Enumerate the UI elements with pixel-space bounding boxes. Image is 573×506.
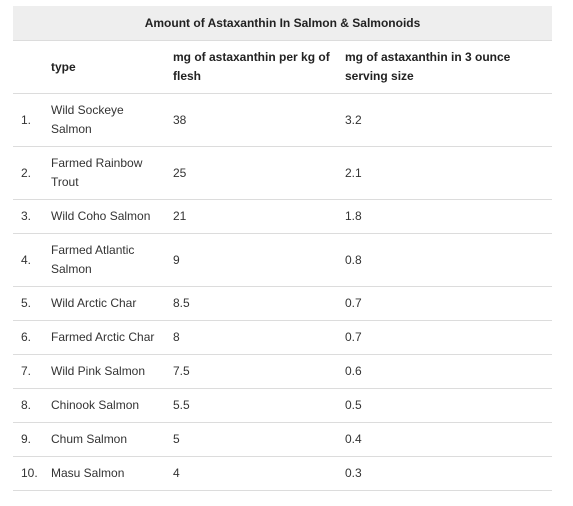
row-per-kg: 5 [173, 422, 345, 457]
row-per-kg: 8.5 [173, 286, 345, 321]
row-per-serving: 2.1 [345, 146, 553, 200]
row-type: Wild Arctic Char [51, 286, 173, 321]
table-row: 8. Chinook Salmon 5.5 0.5 [13, 388, 553, 423]
row-type: Farmed Rainbow Trout [51, 146, 173, 200]
row-per-serving: 0.5 [345, 388, 553, 423]
row-per-kg: 4 [173, 456, 345, 491]
row-per-serving: 3.2 [345, 93, 553, 147]
table-row: 9. Chum Salmon 5 0.4 [13, 422, 553, 457]
table-caption-row: Amount of Astaxanthin In Salmon & Salmon… [13, 6, 553, 41]
row-type: Wild Sockeye Salmon [51, 93, 173, 147]
row-per-kg: 38 [173, 93, 345, 147]
row-index: 5. [13, 286, 51, 321]
table-row: 4. Farmed Atlantic Salmon 9 0.8 [13, 233, 553, 287]
table-row: 6. Farmed Arctic Char 8 0.7 [13, 320, 553, 355]
row-index: 1. [13, 93, 51, 147]
header-type: type [51, 40, 173, 94]
row-per-kg: 9 [173, 233, 345, 287]
row-per-serving: 0.6 [345, 354, 553, 389]
row-per-kg: 25 [173, 146, 345, 200]
row-type: Farmed Arctic Char [51, 320, 173, 355]
row-per-serving: 0.3 [345, 456, 553, 491]
row-type: Masu Salmon [51, 456, 173, 491]
row-index: 2. [13, 146, 51, 200]
header-index [13, 40, 51, 94]
row-index: 9. [13, 422, 51, 457]
table-row: 2. Farmed Rainbow Trout 25 2.1 [13, 146, 553, 200]
row-per-serving: 1.8 [345, 199, 553, 234]
astaxanthin-table-container: Amount of Astaxanthin In Salmon & Salmon… [13, 6, 553, 491]
table-row: 1. Wild Sockeye Salmon 38 3.2 [13, 93, 553, 147]
table-row: 5. Wild Arctic Char 8.5 0.7 [13, 286, 553, 321]
row-per-serving: 0.7 [345, 286, 553, 321]
row-index: 4. [13, 233, 51, 287]
row-type: Farmed Atlantic Salmon [51, 233, 173, 287]
row-per-serving: 0.4 [345, 422, 553, 457]
row-index: 8. [13, 388, 51, 423]
row-type: Chum Salmon [51, 422, 173, 457]
table-header-row: type mg of astaxanthin per kg of flesh m… [13, 40, 553, 94]
row-index: 10. [13, 456, 51, 491]
header-per-kg: mg of astaxanthin per kg of flesh [173, 40, 345, 94]
table-row: 3. Wild Coho Salmon 21 1.8 [13, 199, 553, 234]
row-per-kg: 5.5 [173, 388, 345, 423]
astaxanthin-table: Amount of Astaxanthin In Salmon & Salmon… [13, 6, 553, 491]
table-caption: Amount of Astaxanthin In Salmon & Salmon… [13, 6, 553, 41]
row-index: 7. [13, 354, 51, 389]
row-per-kg: 21 [173, 199, 345, 234]
table-row: 10. Masu Salmon 4 0.3 [13, 456, 553, 491]
row-type: Wild Pink Salmon [51, 354, 173, 389]
row-per-serving: 0.8 [345, 233, 553, 287]
row-index: 6. [13, 320, 51, 355]
row-per-kg: 8 [173, 320, 345, 355]
row-per-kg: 7.5 [173, 354, 345, 389]
row-type: Wild Coho Salmon [51, 199, 173, 234]
header-per-serving: mg of astaxanthin in 3 ounce serving siz… [345, 40, 553, 94]
row-type: Chinook Salmon [51, 388, 173, 423]
row-index: 3. [13, 199, 51, 234]
table-row: 7. Wild Pink Salmon 7.5 0.6 [13, 354, 553, 389]
row-per-serving: 0.7 [345, 320, 553, 355]
